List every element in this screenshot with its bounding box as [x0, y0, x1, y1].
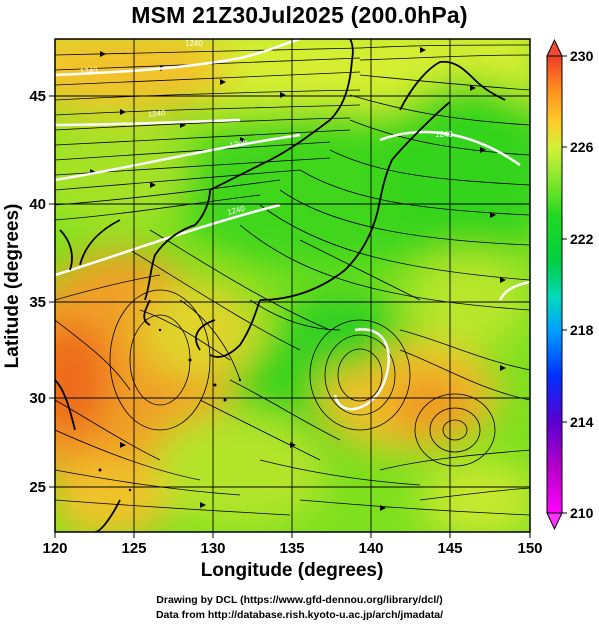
x-tick-label: 135: [279, 540, 304, 557]
y-tick-label: 30: [29, 390, 46, 407]
contour-label: 1240: [226, 204, 246, 217]
contour-label: 1240: [229, 138, 249, 150]
y-tick-label: 25: [29, 479, 46, 496]
colorbar-max-arrow: [546, 38, 563, 57]
height-contours: [55, 39, 530, 411]
x-axis-label: Longitude (degrees): [201, 560, 384, 581]
colorbar: 230 226 222 218 214 210: [546, 38, 594, 531]
x-tick-label: 140: [358, 540, 383, 557]
colorbar-min-arrow: [546, 512, 563, 531]
islands: [98, 328, 242, 492]
grid: [55, 39, 530, 532]
x-tick-label: 145: [437, 540, 462, 557]
y-tick-labels: 25 30 35 40 45: [29, 88, 46, 496]
streamline-arrows: [90, 47, 506, 511]
contour-label: 1240: [435, 130, 453, 139]
contour-label: 1240: [147, 108, 166, 119]
colorbar-tick-label: 210: [570, 505, 594, 521]
x-tick-label: 125: [121, 540, 146, 557]
colorbar-tick-label: 230: [570, 48, 594, 64]
credit-line-1: Drawing by DCL (https://www.gfd-dennou.o…: [156, 594, 443, 606]
coastlines: [55, 39, 506, 532]
y-axis-label: Latitude (degrees): [2, 204, 23, 369]
x-tick-label: 150: [517, 540, 542, 557]
colorbar-tick-label: 214: [570, 414, 594, 430]
y-tick-label: 40: [29, 196, 46, 213]
contour-label: 1240: [80, 66, 99, 76]
colorbar-tick-label: 222: [570, 231, 594, 247]
colorbar-tick-label: 218: [570, 322, 594, 338]
page-title: MSM 21Z30Jul2025 (200.0hPa): [131, 2, 468, 28]
contour-label: 1240: [185, 39, 203, 48]
contour-labels: 1240 1240 1240 1240 1240 1240: [80, 39, 454, 217]
y-tick-label: 35: [29, 294, 46, 311]
x-tick-label: 130: [200, 540, 225, 557]
x-tick-labels: 120 125 130 135 140 145 150: [42, 540, 542, 557]
colorbar-gradient: [546, 55, 563, 514]
credit-line-2: Data from http://database.rish.kyoto-u.a…: [155, 609, 444, 621]
colorbar-tick-label: 226: [570, 139, 594, 155]
tick-marks: [49, 95, 531, 538]
x-tick-label: 120: [42, 540, 67, 557]
y-tick-label: 45: [29, 88, 46, 105]
temperature-field: 1240 1240 1240 1240 1240 1240: [55, 39, 530, 532]
